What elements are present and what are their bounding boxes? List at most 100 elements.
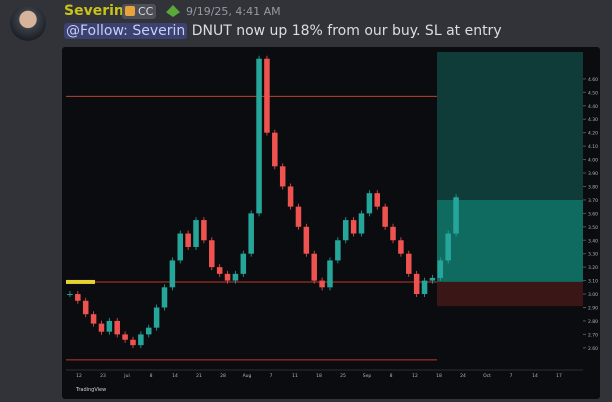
candle xyxy=(177,233,184,261)
candle xyxy=(335,240,341,261)
entry-marker xyxy=(66,279,95,284)
y-tick-label: 2.60 xyxy=(588,346,598,352)
y-tick-label: 4.00 xyxy=(588,158,598,164)
profit-zone-upper xyxy=(437,52,583,200)
mention[interactable]: @Follow: Severin xyxy=(64,23,188,39)
x-tick-label: Aug xyxy=(243,373,252,379)
candle xyxy=(224,273,231,281)
candle xyxy=(358,213,365,234)
candle xyxy=(421,280,428,295)
candle xyxy=(90,314,97,324)
y-tick-label: 4.20 xyxy=(588,131,598,137)
candle xyxy=(311,253,317,281)
x-tick-label: 8 xyxy=(150,373,153,379)
role-icon xyxy=(166,5,180,17)
x-tick-label: 14 xyxy=(532,373,538,379)
candle xyxy=(374,193,381,207)
candle xyxy=(413,273,420,295)
candle xyxy=(193,220,199,247)
chart-image[interactable]: 2.60 2.70 2.80 2.90 3.00 3.10 3.20 3.30 3.40 3.50… xyxy=(62,47,600,399)
y-tick-label: 3.40 xyxy=(588,238,598,244)
candle xyxy=(169,260,176,288)
author[interactable]: Severin xyxy=(64,3,124,19)
candle xyxy=(185,233,191,247)
candle xyxy=(327,260,333,288)
x-tick-label: 14 xyxy=(172,373,178,379)
candle xyxy=(445,233,451,261)
candle xyxy=(272,132,278,167)
candle xyxy=(122,334,128,340)
stop-zone xyxy=(437,281,583,307)
x-tick-label: 12 xyxy=(76,373,82,379)
x-tick-label: 25 xyxy=(340,373,346,379)
x-tick-label: Sep xyxy=(363,373,372,379)
candle xyxy=(161,287,168,308)
candle xyxy=(287,186,294,207)
y-tick-label: 3.70 xyxy=(588,198,598,204)
x-tick-label: Jul xyxy=(123,373,129,379)
candle xyxy=(256,58,262,214)
y-tick-label: 4.50 xyxy=(588,90,598,96)
y-tick-label: 3.90 xyxy=(588,171,598,177)
candle xyxy=(201,220,207,241)
y-tick-label: 4.60 xyxy=(588,77,598,83)
brand: TradingView xyxy=(75,387,106,393)
y-tick-label: 3.00 xyxy=(588,292,598,298)
x-tick-label: 18 xyxy=(436,373,442,379)
y-tick-label: 3.80 xyxy=(588,184,598,190)
candle xyxy=(248,213,254,254)
candle xyxy=(429,277,436,281)
message-text: DNUT now up 18% from our buy. SL at entr… xyxy=(191,23,502,39)
candle xyxy=(106,320,113,332)
candle xyxy=(67,294,73,296)
x-tick-label: 18 xyxy=(316,373,322,379)
candle xyxy=(130,339,136,346)
candle xyxy=(382,206,388,227)
x-tick-label: Oct xyxy=(483,373,491,379)
y-tick-label: 2.70 xyxy=(588,332,598,338)
candle xyxy=(264,58,270,133)
candle xyxy=(145,327,152,335)
timestamp: 9/19/25, 4:41 AM xyxy=(186,5,281,18)
candle xyxy=(209,240,215,268)
candle xyxy=(216,267,223,274)
candle xyxy=(240,253,247,274)
candle xyxy=(319,280,325,288)
y-tick-label: 3.50 xyxy=(588,225,598,231)
x-tick-label: 7 xyxy=(510,373,513,379)
candle xyxy=(114,320,120,335)
candle xyxy=(350,220,357,234)
candle xyxy=(398,240,404,254)
profit-zone xyxy=(437,199,583,282)
y-tick-label: 3.10 xyxy=(588,279,598,285)
x-tick-label: 8 xyxy=(390,373,393,379)
y-tick-label: 4.10 xyxy=(588,144,598,150)
y-tick-label: 3.30 xyxy=(588,252,598,258)
candle xyxy=(75,294,81,301)
candle xyxy=(153,307,160,328)
x-tick-label: 21 xyxy=(196,373,202,379)
candle xyxy=(138,334,144,346)
candle xyxy=(232,273,239,281)
candle xyxy=(390,226,396,241)
avatar[interactable] xyxy=(10,5,46,41)
candle xyxy=(453,197,459,234)
candle xyxy=(82,300,89,315)
candle xyxy=(98,323,105,332)
y-tick-label: 2.80 xyxy=(588,319,598,325)
candle xyxy=(279,166,286,187)
x-tick-label: 12 xyxy=(412,373,418,379)
x-tick-label: 24 xyxy=(460,373,466,379)
badge-icon xyxy=(125,6,135,16)
candle xyxy=(295,206,302,227)
x-tick-label: 17 xyxy=(556,373,562,379)
x-tick-label: 11 xyxy=(292,373,298,379)
y-tick-label: 3.20 xyxy=(588,265,598,271)
candle xyxy=(406,253,412,274)
candle xyxy=(303,226,310,254)
y-tick-label: 4.30 xyxy=(588,117,598,123)
x-tick-label: 7 xyxy=(270,373,273,379)
y-tick-label: 4.40 xyxy=(588,104,598,110)
x-tick-label: 23 xyxy=(100,373,106,379)
